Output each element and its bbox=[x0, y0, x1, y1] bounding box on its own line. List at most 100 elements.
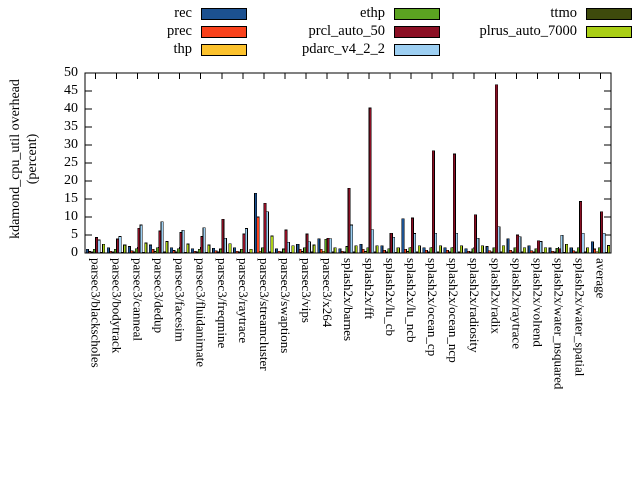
bar-prec bbox=[424, 249, 428, 254]
bar-plrus_auto_7000 bbox=[438, 245, 442, 254]
bar-prcl_auto_50 bbox=[137, 227, 141, 254]
bar-plrus_auto_7000 bbox=[459, 245, 463, 254]
bar-prec bbox=[151, 249, 155, 254]
bar-prcl_auto_50 bbox=[579, 201, 583, 254]
bar-thp bbox=[237, 251, 241, 254]
bar-prec bbox=[487, 250, 491, 254]
legend-item-prec: prec bbox=[2, 24, 247, 39]
bar-rec bbox=[422, 247, 426, 254]
bar-pdarc_v4_2_2 bbox=[539, 241, 543, 254]
bar-ttmo bbox=[436, 251, 440, 254]
legend-label-pdarc_v4_2_2: pdarc_v4_2_2 bbox=[302, 41, 385, 57]
bar-plrus_auto_7000 bbox=[586, 247, 590, 254]
bar-thp bbox=[406, 251, 410, 254]
y-tick-label: 40 bbox=[64, 101, 78, 116]
legend-item-prcl_auto_50: prcl_auto_50 bbox=[247, 24, 440, 39]
bar-prec bbox=[256, 216, 260, 254]
bar-thp bbox=[216, 251, 220, 254]
x-tick-label: splash2x/lu_ncb bbox=[404, 258, 420, 343]
bar-rec bbox=[464, 248, 468, 254]
bar-ethp bbox=[219, 248, 223, 254]
bar-plrus_auto_7000 bbox=[165, 241, 169, 254]
x-tick-label: splash2x/radiosity bbox=[467, 258, 483, 353]
bar-plrus_auto_7000 bbox=[333, 247, 337, 254]
bar-ethp bbox=[576, 247, 580, 254]
bar-pdarc_v4_2_2 bbox=[602, 232, 606, 254]
bar-plrus_auto_7000 bbox=[565, 244, 569, 254]
bar-prcl_auto_50 bbox=[515, 234, 520, 254]
x-tick-label: splash2x/fft bbox=[362, 258, 378, 320]
bar-prcl_auto_50 bbox=[326, 237, 330, 254]
bar-prec bbox=[130, 250, 134, 254]
bar-prcl_auto_50 bbox=[305, 233, 309, 254]
legend-item-thp: thp bbox=[2, 42, 247, 57]
bar-prec bbox=[551, 250, 555, 254]
bar-plrus_auto_7000 bbox=[123, 244, 127, 254]
bar-thp bbox=[279, 251, 283, 254]
bar-prcl_auto_50 bbox=[431, 150, 435, 254]
legend-label-prec: prec bbox=[167, 23, 192, 39]
bar-thp bbox=[364, 251, 368, 254]
bar-thp bbox=[595, 251, 599, 254]
bar-ttmo bbox=[226, 251, 230, 254]
bar-rec bbox=[191, 248, 195, 254]
bar-ttmo bbox=[478, 251, 482, 254]
bar-ttmo bbox=[583, 251, 587, 254]
bar-plrus_auto_7000 bbox=[207, 244, 211, 254]
bar-prcl_auto_50 bbox=[452, 153, 456, 254]
bar-thp bbox=[321, 250, 325, 254]
bar-plrus_auto_7000 bbox=[102, 244, 106, 254]
bar-rec bbox=[212, 247, 216, 254]
bar-ethp bbox=[492, 247, 496, 254]
bar-prec bbox=[193, 250, 197, 254]
legend-label-rec: rec bbox=[174, 5, 192, 21]
bar-ttmo bbox=[268, 251, 272, 254]
x-tick-label: splash2x/barnes bbox=[341, 258, 356, 342]
bar-ttmo bbox=[352, 251, 356, 254]
legend-swatch-ttmo bbox=[586, 7, 632, 20]
bar-prec bbox=[319, 249, 323, 254]
bar-prcl_auto_50 bbox=[368, 107, 372, 254]
bar-prec bbox=[593, 248, 597, 254]
bar-thp bbox=[258, 250, 262, 254]
bar-rec bbox=[85, 249, 89, 254]
bar-thp bbox=[90, 251, 94, 254]
x-tick-label: splash2x/water_spatial bbox=[572, 258, 588, 377]
x-tick-label: parsec3/bodytrack bbox=[109, 258, 125, 354]
bar-pdarc_v4_2_2 bbox=[413, 233, 417, 254]
bar-pdarc_v4_2_2 bbox=[244, 228, 248, 254]
bar-ttmo bbox=[394, 251, 398, 254]
bar-plrus_auto_7000 bbox=[375, 245, 379, 254]
bar-ttmo bbox=[162, 251, 167, 254]
bar-pdarc_v4_2_2 bbox=[518, 236, 522, 254]
bar-ttmo bbox=[457, 251, 461, 254]
bar-ethp bbox=[303, 247, 307, 254]
bar-pdarc_v4_2_2 bbox=[497, 226, 501, 254]
x-tick-label: splash2x/lu_cb bbox=[383, 258, 399, 336]
bar-ethp bbox=[282, 248, 286, 254]
bar-plrus_auto_7000 bbox=[354, 245, 358, 254]
x-tick-label: splash2x/ocean_cp bbox=[425, 258, 441, 357]
bar-pdarc_v4_2_2 bbox=[307, 241, 311, 254]
bar-prcl_auto_50 bbox=[410, 217, 414, 254]
legend-label-prcl_auto_50: prcl_auto_50 bbox=[308, 23, 385, 39]
bar-pdarc_v4_2_2 bbox=[139, 224, 143, 254]
y-tick-label: 5 bbox=[71, 227, 78, 242]
bar-ethp bbox=[92, 249, 96, 254]
bar-ttmo bbox=[205, 251, 209, 254]
bar-thp bbox=[111, 251, 115, 254]
bar-rec bbox=[275, 248, 279, 254]
bar-prcl_auto_50 bbox=[221, 218, 225, 254]
bar-ethp bbox=[534, 248, 538, 254]
bar-rec bbox=[548, 247, 552, 254]
bar-prcl_auto_50 bbox=[179, 232, 183, 254]
bar-prec bbox=[403, 249, 407, 254]
bar-prcl_auto_50 bbox=[200, 236, 204, 254]
bar-plrus_auto_7000 bbox=[417, 245, 421, 254]
legend-item-rec: rec bbox=[2, 6, 247, 21]
bar-thp bbox=[448, 251, 452, 254]
bar-pdarc_v4_2_2 bbox=[476, 237, 480, 254]
bar-prec bbox=[235, 250, 239, 254]
bar-pdarc_v4_2_2 bbox=[265, 211, 269, 254]
bar-ethp bbox=[113, 249, 117, 254]
